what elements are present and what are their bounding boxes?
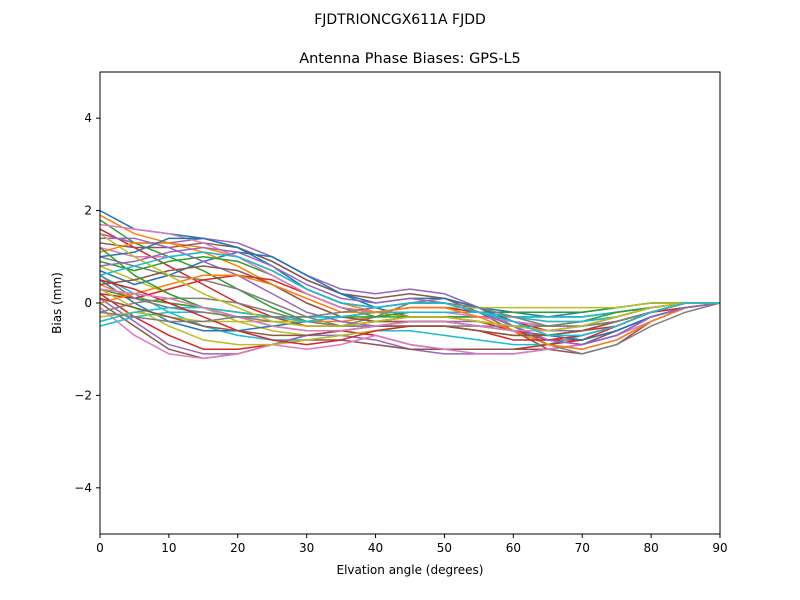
- series-line-40: [99, 251, 720, 337]
- series-line-35: [99, 246, 721, 346]
- x-tick-label: 10: [161, 541, 176, 555]
- y-tick-label: −4: [74, 481, 92, 495]
- x-tick-label: 20: [230, 541, 245, 555]
- x-tick-label: 0: [96, 541, 104, 555]
- chart-suptitle: FJDTRIONCGX611A FJDD: [314, 12, 486, 28]
- x-tick-label: 40: [368, 541, 383, 555]
- x-tick-label: 80: [643, 541, 658, 555]
- y-axis-ticks: −4 −2 0 2 4: [74, 111, 100, 495]
- series-line-39: [99, 233, 720, 332]
- x-axis-ticks: 0 10 20 30 40 50 60 70 80 90: [96, 534, 728, 555]
- y-tick-label: 4: [84, 111, 92, 125]
- series-layer: [99, 209, 721, 360]
- chart-title: Antenna Phase Biases: GPS-L5: [299, 51, 521, 67]
- x-tick-label: 50: [437, 541, 452, 555]
- x-tick-label: 90: [712, 541, 727, 555]
- x-tick-label: 60: [506, 541, 521, 555]
- y-tick-label: −2: [74, 388, 92, 402]
- y-axis-label: Bias (mm): [50, 272, 64, 334]
- x-tick-label: 30: [299, 541, 314, 555]
- series-line-32: [99, 274, 721, 350]
- x-axis-label: Elvation angle (degrees): [337, 563, 484, 577]
- x-tick-label: 70: [575, 541, 590, 555]
- y-tick-label: 0: [84, 296, 92, 310]
- y-tick-label: 2: [84, 204, 92, 218]
